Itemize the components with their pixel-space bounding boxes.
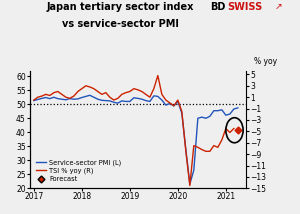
Text: vs service-sector PMI: vs service-sector PMI <box>61 19 178 29</box>
Text: % yoy: % yoy <box>254 57 277 66</box>
Text: SWISS: SWISS <box>227 2 262 12</box>
Text: Japan tertiary sector index: Japan tertiary sector index <box>46 2 194 12</box>
Text: BD: BD <box>210 2 225 12</box>
Legend: Service-sector PMI (L), TSI % yoy (R), Forecast: Service-sector PMI (L), TSI % yoy (R), F… <box>33 157 124 185</box>
Text: ↗: ↗ <box>274 2 282 11</box>
